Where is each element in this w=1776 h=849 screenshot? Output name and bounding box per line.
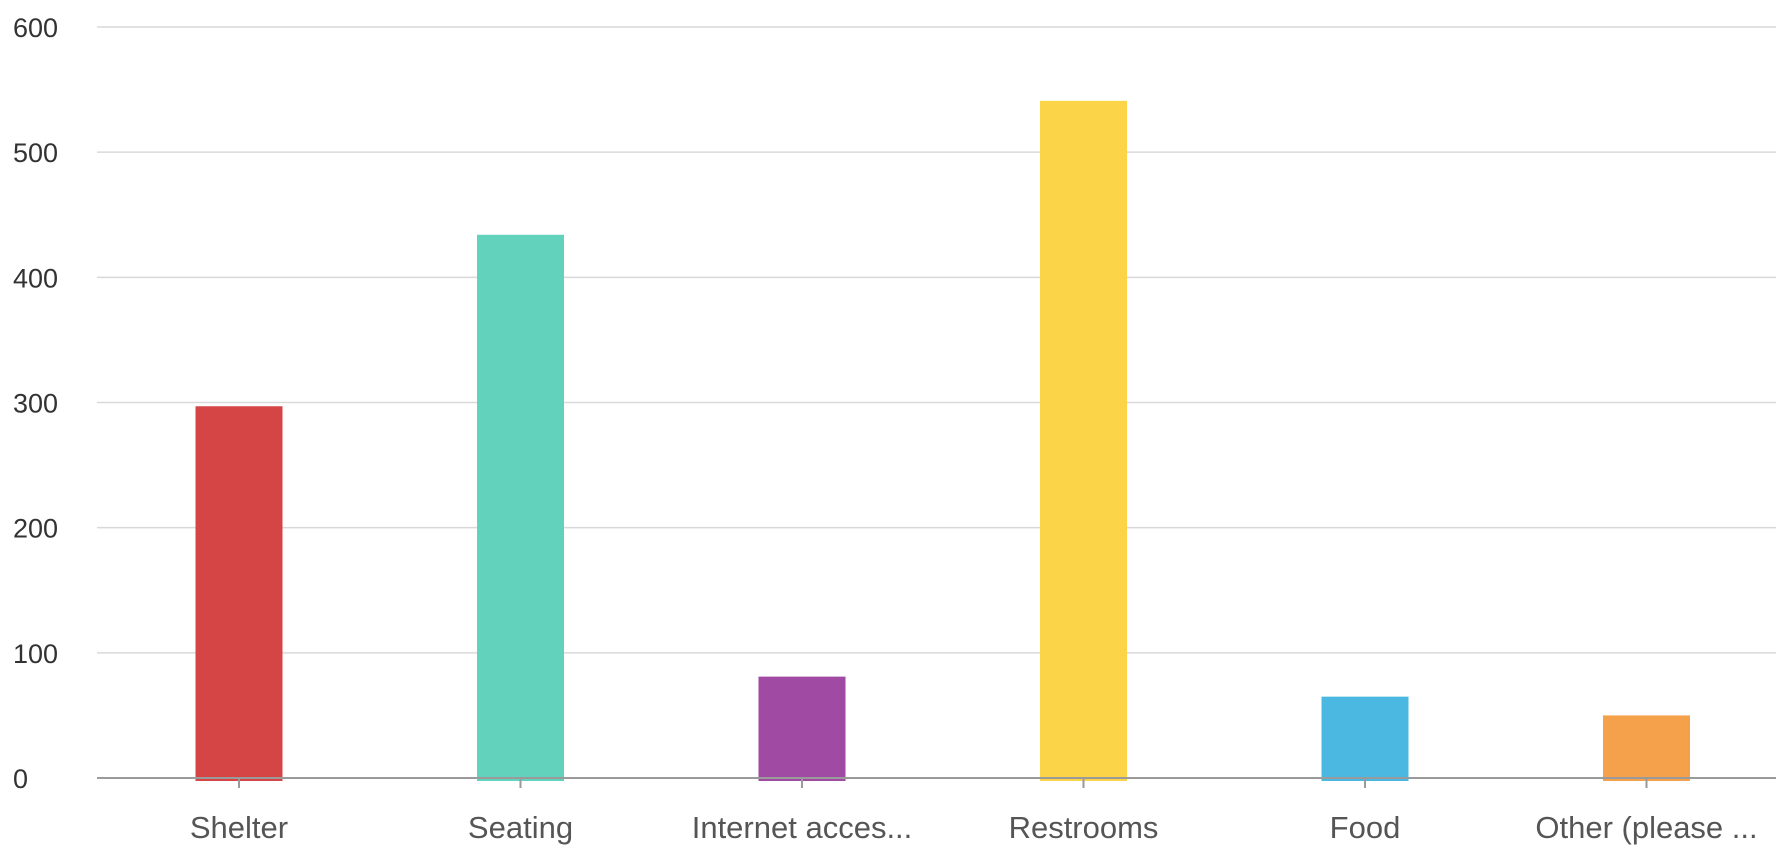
bar-shelter[interactable] [195,406,283,781]
y-tick-label: 100 [13,639,58,669]
x-tick-label: Other (please ... [1535,810,1757,845]
gridlines [97,26,1776,654]
y-tick-label: 600 [13,13,58,43]
y-tick-label: 500 [13,138,58,168]
bar-restrooms[interactable] [1040,100,1127,782]
x-tick-label: Internet acces... [692,810,913,845]
x-tick-label: Shelter [190,810,288,845]
y-tick-label: 300 [13,389,58,419]
y-axis-ticks: 0 100 200 300 400 500 600 [13,13,58,794]
y-tick-label: 0 [13,764,28,794]
x-tick-label: Seating [468,810,573,845]
bar-food[interactable] [1321,696,1409,781]
x-axis-ticks: Shelter Seating Internet acces... Restrooms… [190,778,1758,845]
y-tick-label: 400 [13,263,58,293]
bar-seating[interactable] [477,234,564,781]
bar-other-please[interactable] [1603,715,1690,781]
y-tick-label: 200 [13,514,58,544]
bars [195,100,1690,782]
x-tick-label: Restrooms [1009,810,1159,845]
x-tick-label: Food [1330,810,1401,845]
bar-internet-acces[interactable] [758,676,846,781]
